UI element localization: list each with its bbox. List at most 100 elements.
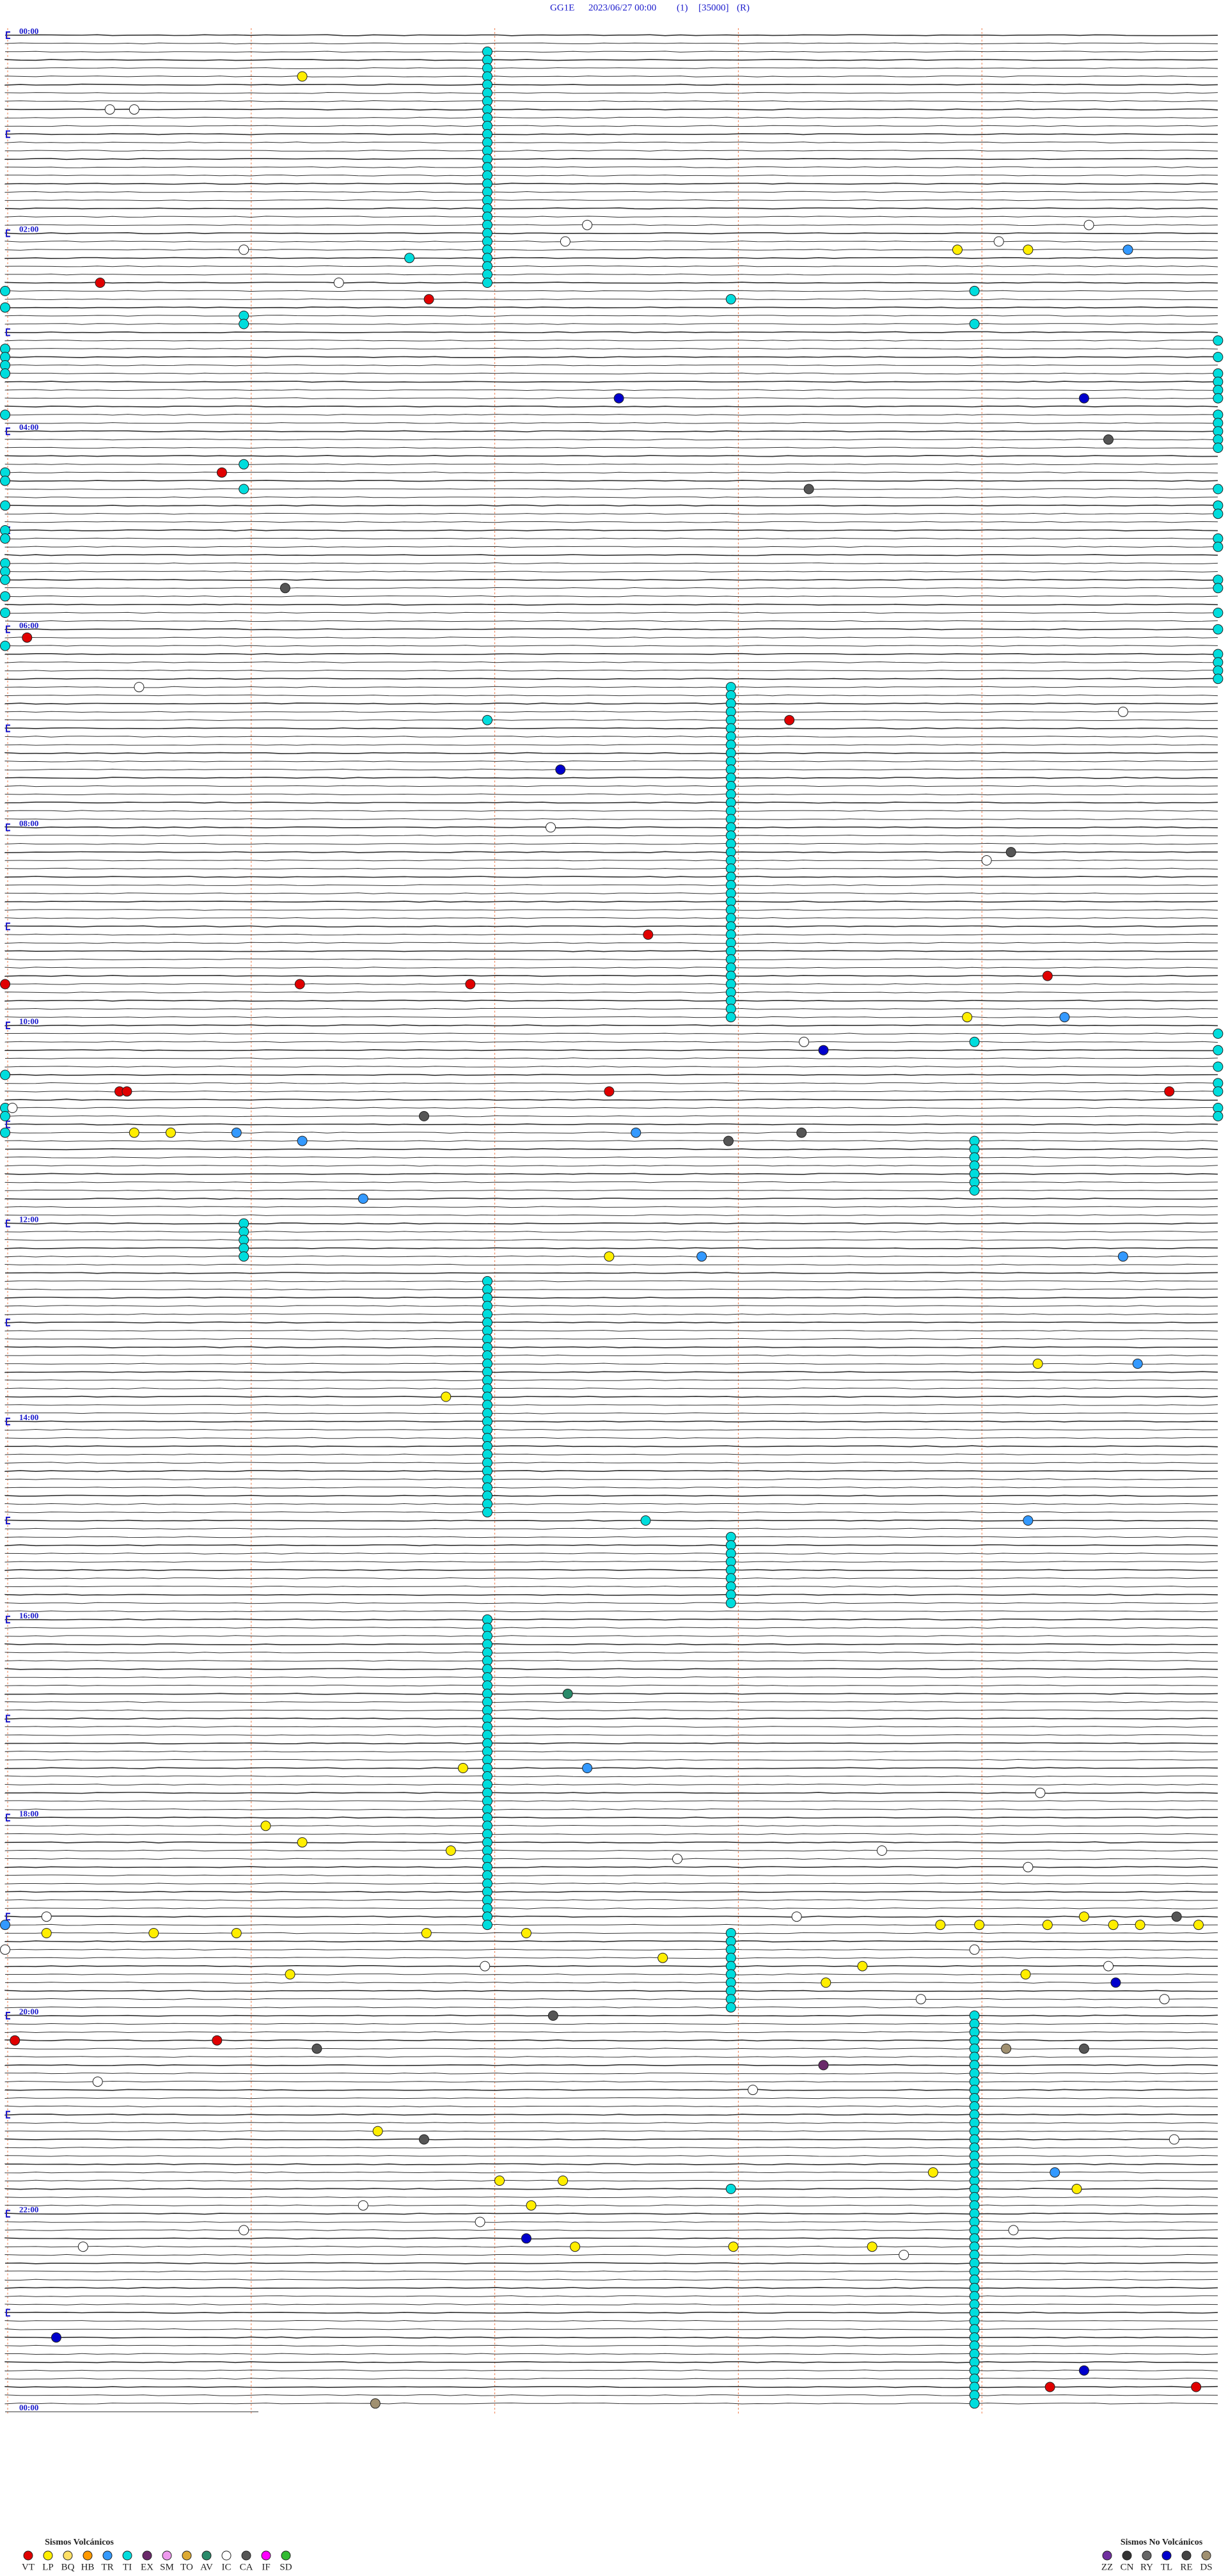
- time-label: 02:00: [19, 225, 38, 234]
- legend-swatch: [43, 2550, 53, 2561]
- hour-marker: [6, 1615, 10, 1624]
- event: [1078, 2365, 1089, 2376]
- event: [1078, 1911, 1089, 1922]
- trace: [4, 1263, 1218, 1266]
- trace: [4, 1329, 1218, 1332]
- hour-marker: [6, 724, 10, 732]
- trace: [4, 2245, 1218, 2248]
- event: [560, 236, 571, 247]
- legend-swatch: [162, 2550, 172, 2561]
- trace: [4, 2212, 1218, 2215]
- event: [41, 1928, 52, 1938]
- event: [796, 1127, 807, 1138]
- event: [1023, 1861, 1034, 1872]
- event: [239, 2225, 249, 2236]
- trace: [4, 488, 1218, 490]
- trace: [4, 1057, 1218, 1059]
- trace: [4, 636, 1218, 639]
- trace: [4, 1824, 1218, 1827]
- hour-marker: [6, 1022, 10, 1029]
- time-label: 00:00: [19, 26, 38, 36]
- event: [1071, 2183, 1082, 2194]
- trace: [4, 958, 1218, 961]
- trace: [4, 2303, 1218, 2305]
- trace: [4, 1197, 1218, 1200]
- trace: [4, 1883, 1218, 1885]
- event: [604, 1251, 615, 1262]
- time-label: 06:00: [19, 620, 38, 630]
- event: [631, 1127, 642, 1138]
- trace: [4, 241, 1218, 242]
- trace: [4, 1982, 1218, 1984]
- trace: [4, 1561, 1218, 1563]
- event: [482, 1920, 492, 1931]
- trace: [4, 1478, 1218, 1480]
- event: [51, 2332, 61, 2343]
- event: [927, 2167, 938, 2178]
- trace: [4, 1487, 1218, 1489]
- trace: [4, 1849, 1218, 1852]
- trace: [4, 389, 1218, 391]
- event: [418, 2134, 429, 2145]
- event: [0, 591, 10, 602]
- event: [582, 219, 593, 230]
- trace: [4, 150, 1218, 152]
- trace: [4, 1239, 1218, 1241]
- trace: [4, 479, 1218, 482]
- trace: [4, 587, 1218, 589]
- trace: [4, 917, 1218, 919]
- trace: [4, 2369, 1218, 2372]
- legend-swatch: [182, 2550, 192, 2561]
- trace: [4, 1428, 1218, 1431]
- event: [0, 1920, 10, 1931]
- trace: [4, 496, 1218, 498]
- legend-code: TL: [1161, 2562, 1172, 2572]
- event: [445, 1845, 456, 1856]
- event: [867, 2241, 878, 2252]
- legend-swatch: [23, 2550, 33, 2561]
- event: [1132, 1358, 1143, 1369]
- trace: [4, 851, 1218, 853]
- event: [1117, 1251, 1128, 1262]
- trace: [4, 876, 1218, 878]
- hour-marker: [6, 427, 10, 436]
- hour-marker: [6, 1219, 10, 1228]
- event: [1042, 1920, 1053, 1931]
- trace: [4, 1297, 1218, 1299]
- event: [969, 2167, 980, 2178]
- trace: [4, 1206, 1218, 1208]
- trace: [4, 199, 1218, 201]
- trace: [4, 661, 1218, 663]
- event: [1191, 2382, 1202, 2392]
- legend-code: IC: [222, 2562, 232, 2572]
- trace: [4, 2064, 1218, 2067]
- event: [0, 979, 10, 990]
- trace: [4, 2319, 1218, 2322]
- trace: [4, 1115, 1218, 1118]
- trace: [4, 2122, 1218, 2124]
- trace: [4, 1165, 1218, 1167]
- legend-code: CN: [1121, 2562, 1134, 2572]
- trace: [4, 2014, 1218, 2017]
- time-labels: 00:00 02:00 04:00 06:00 08:00 10:00 12:00 14:00…: [19, 26, 38, 2412]
- event: [1213, 335, 1224, 346]
- trace: [4, 34, 1218, 36]
- event: [7, 1103, 18, 1113]
- trace: [4, 1338, 1218, 1340]
- trace: [4, 1231, 1218, 1233]
- trace: [4, 1528, 1218, 1530]
- trace: [4, 2138, 1218, 2141]
- trace: [4, 1726, 1218, 1728]
- hour-marker: [6, 625, 10, 633]
- event: [404, 253, 415, 264]
- trace: [4, 554, 1218, 557]
- event: [697, 1251, 707, 1262]
- event: [333, 278, 344, 288]
- trace: [4, 702, 1218, 705]
- trace: [4, 133, 1218, 136]
- legend-swatch: [261, 2550, 271, 2561]
- event: [558, 2176, 569, 2186]
- trace: [4, 1717, 1218, 1720]
- trace: [4, 2311, 1218, 2314]
- legend-code: HB: [81, 2562, 95, 2572]
